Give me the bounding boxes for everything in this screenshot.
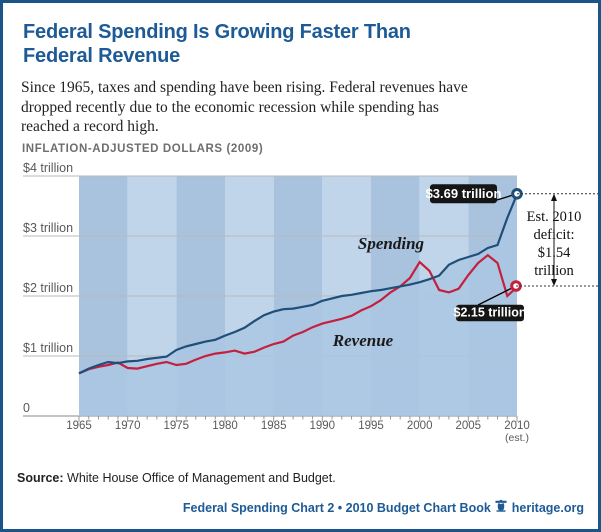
svg-text:1965: 1965 <box>66 420 92 432</box>
svg-text:trillion: trillion <box>534 263 574 279</box>
svg-text:0: 0 <box>23 401 30 415</box>
svg-text:2005: 2005 <box>456 420 482 432</box>
svg-text:$1.54: $1.54 <box>538 245 571 261</box>
svg-text:Spending: Spending <box>358 234 425 253</box>
svg-text:$4 trillion: $4 trillion <box>23 161 73 175</box>
svg-text:1975: 1975 <box>164 420 190 432</box>
svg-text:Est. 2010: Est. 2010 <box>527 209 582 225</box>
svg-text:1980: 1980 <box>212 420 238 432</box>
svg-text:$1 trillion: $1 trillion <box>23 341 73 355</box>
svg-text:2000: 2000 <box>407 420 433 432</box>
svg-text:(est.): (est.) <box>505 432 529 444</box>
svg-text:$2 trillion: $2 trillion <box>23 281 73 295</box>
svg-text:1995: 1995 <box>358 420 384 432</box>
svg-text:$3 trillion: $3 trillion <box>23 221 73 235</box>
svg-text:deficit:: deficit: <box>533 227 574 243</box>
svg-text:$3.69 trillion: $3.69 trillion <box>426 186 502 201</box>
svg-text:1990: 1990 <box>310 420 336 432</box>
svg-text:2010: 2010 <box>504 420 530 432</box>
svg-text:1985: 1985 <box>261 420 287 432</box>
svg-text:$2.15 trillion: $2.15 trillion <box>454 305 527 319</box>
svg-text:1970: 1970 <box>115 420 141 432</box>
svg-text:Revenue: Revenue <box>332 331 394 350</box>
